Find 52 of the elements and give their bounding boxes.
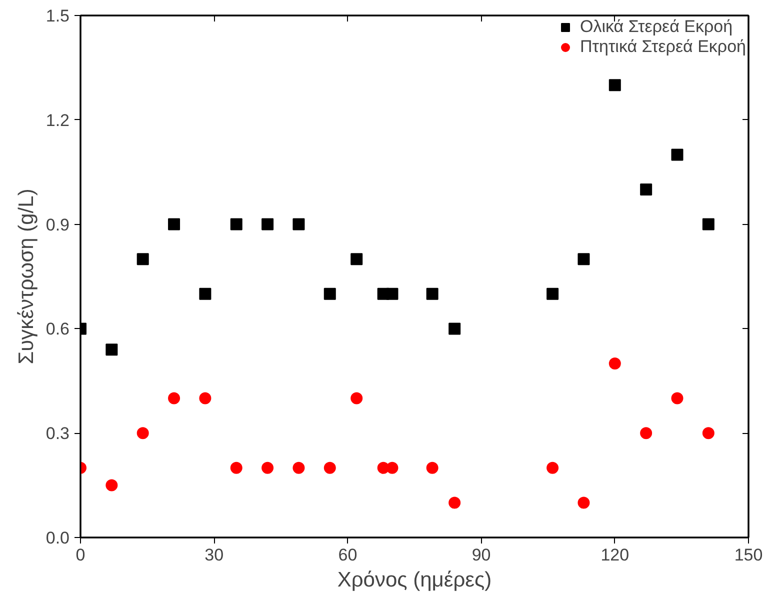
- point: [262, 462, 274, 474]
- point: [671, 148, 684, 161]
- x-tick-label: 0: [76, 546, 86, 564]
- point: [106, 344, 118, 356]
- point: [448, 322, 461, 335]
- point: [426, 288, 438, 300]
- point: [386, 288, 398, 300]
- x-tick-label: 90: [472, 546, 491, 564]
- point: [324, 462, 336, 474]
- point: [230, 462, 242, 474]
- point: [230, 218, 242, 230]
- x-tick-label: 60: [338, 546, 358, 564]
- point: [578, 496, 590, 509]
- point: [324, 288, 336, 300]
- point: [386, 462, 398, 474]
- x-axis-title: Χρόνος (ημέρες): [337, 568, 492, 592]
- legend-label: Ολικά Στερεά Εκροή: [580, 17, 733, 37]
- y-tick-label: 0.3: [46, 424, 70, 444]
- y-axis-title: Συγκέντρωση (g/L): [14, 188, 38, 364]
- point: [168, 392, 180, 404]
- legend-label: Πτητικά Στερεά Εκροή: [580, 37, 746, 57]
- point: [608, 358, 621, 370]
- point: [199, 288, 212, 300]
- point: [702, 218, 714, 230]
- x-tick-label: 30: [204, 546, 224, 564]
- point: [262, 218, 274, 230]
- y-tick-label: 1.2: [46, 110, 70, 130]
- point: [426, 462, 438, 474]
- point: [448, 496, 461, 509]
- point: [671, 392, 684, 404]
- point: [292, 462, 305, 474]
- point: [578, 253, 590, 266]
- point: [702, 427, 714, 440]
- point: [106, 479, 118, 492]
- point: [136, 427, 149, 440]
- y-tick-label: 0.0: [46, 528, 70, 548]
- point: [350, 253, 363, 266]
- point: [546, 288, 559, 300]
- x-tick-label: 120: [600, 546, 630, 564]
- point: [199, 392, 212, 404]
- x-tick-label: 150: [734, 546, 763, 564]
- point: [608, 79, 621, 92]
- point: [168, 218, 180, 230]
- y-tick-label: 0.9: [46, 215, 70, 234]
- point: [640, 184, 652, 196]
- point: [350, 392, 363, 404]
- y-tick-label: 0.6: [46, 320, 70, 339]
- point: [292, 218, 305, 230]
- point: [546, 462, 559, 474]
- point: [136, 253, 149, 266]
- y-tick-label: 1.5: [46, 6, 70, 26]
- point: [640, 427, 652, 440]
